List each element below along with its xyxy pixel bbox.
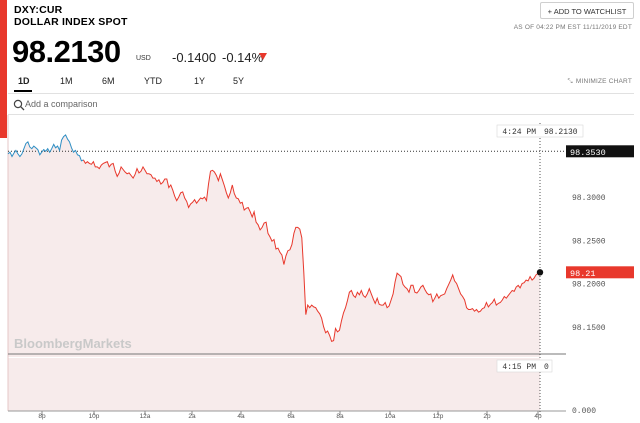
price-change-percent: -0.14% bbox=[222, 50, 264, 65]
price-area-fill bbox=[8, 134, 540, 357]
hover-value-bottom: 0 bbox=[544, 363, 549, 372]
tab-6m[interactable]: 6M bbox=[102, 76, 115, 86]
y-tick-label: 98.3000 bbox=[572, 194, 606, 203]
last-price-point bbox=[536, 269, 544, 276]
last-price-label: 98.21 bbox=[570, 269, 596, 279]
x-tick-label: 2a bbox=[188, 413, 196, 420]
minimize-label: MINIMIZE CHART bbox=[575, 78, 632, 85]
active-tab-indicator bbox=[14, 90, 32, 92]
tab-1y[interactable]: 1Y bbox=[194, 76, 206, 86]
hover-time-bottom: 4:15 PM bbox=[502, 363, 536, 372]
previous-close-label-box bbox=[566, 145, 634, 158]
price-change: -0.1400 bbox=[172, 50, 217, 65]
y-tick-label: 98.2500 bbox=[572, 237, 606, 246]
ticker-symbol: DXY:CUR bbox=[14, 4, 63, 16]
x-tick-label: 4a bbox=[237, 413, 245, 420]
x-tick-label: 8a bbox=[336, 413, 344, 420]
x-tick-label: 2p bbox=[483, 413, 491, 420]
x-tick-label: 6a bbox=[287, 413, 295, 420]
hover-label-bottom-box bbox=[496, 359, 553, 373]
price-line-above-close bbox=[7, 134, 84, 162]
accent-bar bbox=[0, 0, 7, 138]
last-price-label-box bbox=[566, 266, 634, 279]
price-line-below-close bbox=[82, 159, 541, 343]
comparison-bar bbox=[8, 93, 634, 115]
y-tick-label: 98.2000 bbox=[572, 281, 606, 290]
instrument-name: DOLLAR INDEX SPOT bbox=[14, 16, 128, 28]
tab-5y[interactable]: 5Y bbox=[233, 76, 245, 86]
x-tick-label: 10a bbox=[385, 413, 396, 420]
price-chart[interactable]: 98.3000 98.2500 98.2000 98.1500 0.000 8p 10p 12… bbox=[0, 115, 640, 423]
watermark: BloombergMarkets bbox=[14, 336, 132, 351]
hover-label-top-box bbox=[496, 124, 584, 138]
x-tick-label: 4p bbox=[534, 413, 542, 420]
hover-time-top: 4:24 PM bbox=[502, 128, 536, 137]
add-comparison-input[interactable] bbox=[25, 97, 325, 111]
x-tick-label: 12p bbox=[433, 413, 444, 420]
volume-axis-label: 0.000 bbox=[572, 407, 596, 416]
x-tick-label: 12a bbox=[140, 413, 151, 420]
last-price: 98.2130 bbox=[12, 34, 121, 69]
minimize-icon: ⤡ bbox=[567, 78, 573, 85]
down-arrow-icon bbox=[259, 53, 267, 60]
x-tick-label: 8p bbox=[38, 413, 46, 420]
minimize-chart-button[interactable]: ⤡ MINIMIZE CHART bbox=[567, 78, 632, 86]
as-of-timestamp: AS OF 04:22 PM EST 11/11/2019 EDT bbox=[513, 24, 632, 31]
add-to-watchlist-button[interactable]: + ADD TO WATCHLIST bbox=[540, 2, 634, 19]
y-tick-label: 98.1500 bbox=[572, 324, 606, 333]
tab-1d[interactable]: 1D bbox=[18, 76, 30, 86]
currency-label: USD bbox=[136, 55, 151, 62]
x-tick-label: 10p bbox=[89, 413, 100, 420]
previous-close-label: 98.3530 bbox=[570, 148, 606, 158]
tab-ytd[interactable]: YTD bbox=[144, 76, 162, 86]
volume-area-fill bbox=[8, 358, 540, 411]
search-icon bbox=[13, 99, 25, 111]
hover-value-top: 98.2130 bbox=[544, 128, 578, 137]
tab-1m[interactable]: 1M bbox=[60, 76, 73, 86]
